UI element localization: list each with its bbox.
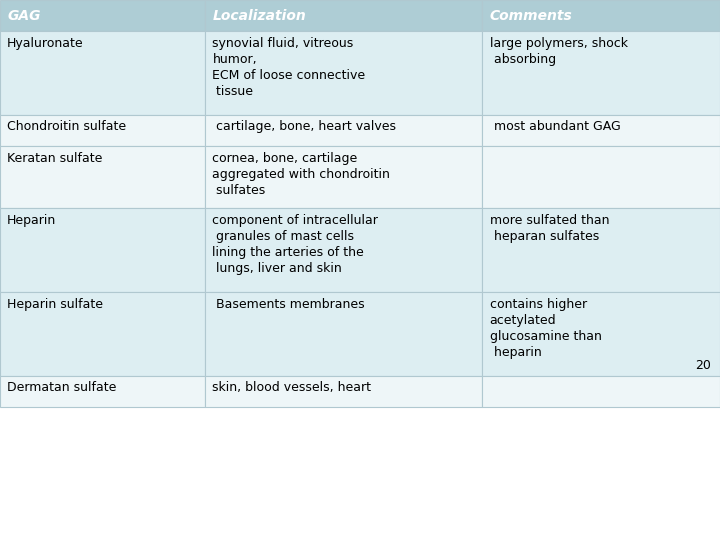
Text: Localization: Localization bbox=[212, 9, 306, 23]
FancyBboxPatch shape bbox=[482, 0, 720, 31]
Text: Chondroitin sulfate: Chondroitin sulfate bbox=[7, 120, 126, 133]
FancyBboxPatch shape bbox=[0, 146, 205, 208]
FancyBboxPatch shape bbox=[0, 31, 205, 115]
FancyBboxPatch shape bbox=[0, 208, 205, 292]
Text: 20: 20 bbox=[696, 359, 711, 372]
FancyBboxPatch shape bbox=[0, 376, 205, 407]
Text: Dermatan sulfate: Dermatan sulfate bbox=[7, 381, 117, 394]
FancyBboxPatch shape bbox=[205, 146, 482, 208]
Text: large polymers, shock
 absorbing: large polymers, shock absorbing bbox=[490, 37, 628, 66]
FancyBboxPatch shape bbox=[482, 31, 720, 115]
Text: contains higher
acetylated
glucosamine than
 heparin: contains higher acetylated glucosamine t… bbox=[490, 298, 601, 359]
FancyBboxPatch shape bbox=[482, 292, 720, 376]
FancyBboxPatch shape bbox=[0, 115, 205, 146]
Text: Basements membranes: Basements membranes bbox=[212, 298, 365, 310]
Text: GAG: GAG bbox=[7, 9, 41, 23]
Text: cornea, bone, cartilage
aggregated with chondroitin
 sulfates: cornea, bone, cartilage aggregated with … bbox=[212, 152, 390, 197]
FancyBboxPatch shape bbox=[205, 0, 482, 31]
Text: Heparin: Heparin bbox=[7, 214, 56, 227]
Text: synovial fluid, vitreous
humor,
ECM of loose connective
 tissue: synovial fluid, vitreous humor, ECM of l… bbox=[212, 37, 366, 98]
FancyBboxPatch shape bbox=[205, 376, 482, 407]
Text: more sulfated than
 heparan sulfates: more sulfated than heparan sulfates bbox=[490, 214, 609, 243]
FancyBboxPatch shape bbox=[205, 115, 482, 146]
Text: Comments: Comments bbox=[490, 9, 572, 23]
FancyBboxPatch shape bbox=[205, 292, 482, 376]
FancyBboxPatch shape bbox=[482, 146, 720, 208]
Text: Hyaluronate: Hyaluronate bbox=[7, 37, 84, 50]
FancyBboxPatch shape bbox=[0, 292, 205, 376]
FancyBboxPatch shape bbox=[482, 115, 720, 146]
Text: Keratan sulfate: Keratan sulfate bbox=[7, 152, 102, 165]
Text: most abundant GAG: most abundant GAG bbox=[490, 120, 621, 133]
Text: cartilage, bone, heart valves: cartilage, bone, heart valves bbox=[212, 120, 397, 133]
FancyBboxPatch shape bbox=[482, 208, 720, 292]
Text: component of intracellular
 granules of mast cells
lining the arteries of the
 l: component of intracellular granules of m… bbox=[212, 214, 378, 275]
FancyBboxPatch shape bbox=[0, 0, 205, 31]
FancyBboxPatch shape bbox=[482, 376, 720, 407]
FancyBboxPatch shape bbox=[205, 208, 482, 292]
Text: skin, blood vessels, heart: skin, blood vessels, heart bbox=[212, 381, 372, 394]
FancyBboxPatch shape bbox=[205, 31, 482, 115]
Text: Heparin sulfate: Heparin sulfate bbox=[7, 298, 103, 310]
